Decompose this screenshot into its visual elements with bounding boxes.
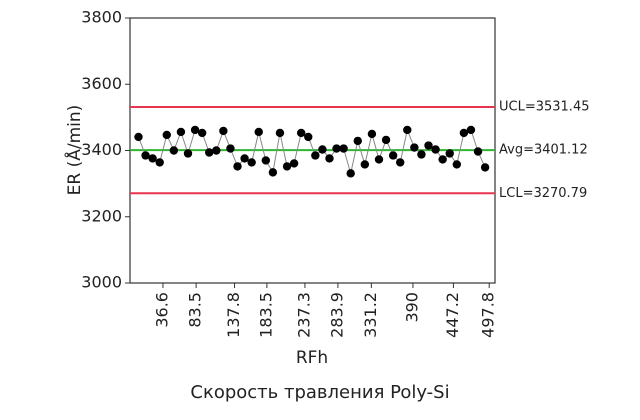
y-tick-label: 3800 bbox=[81, 8, 122, 27]
control-line-label: Avg=3401.12 bbox=[499, 143, 588, 158]
data-point bbox=[296, 128, 306, 138]
data-point bbox=[176, 127, 186, 137]
data-point bbox=[148, 154, 157, 163]
data-point bbox=[219, 126, 228, 136]
data-point bbox=[162, 130, 171, 140]
data-point bbox=[197, 128, 207, 138]
data-point bbox=[240, 154, 249, 163]
data-point bbox=[374, 155, 384, 164]
data-point bbox=[205, 148, 214, 157]
data-point bbox=[360, 160, 370, 169]
data-point bbox=[403, 125, 412, 135]
data-point bbox=[325, 154, 334, 163]
y-axis-label: ER (Å/min) bbox=[63, 105, 85, 196]
data-point bbox=[388, 151, 398, 160]
data-point bbox=[134, 132, 143, 142]
y-tick-label: 3400 bbox=[81, 140, 122, 159]
data-point bbox=[282, 162, 292, 171]
control-line-label: UCL=3531.45 bbox=[499, 99, 590, 114]
data-point bbox=[480, 163, 490, 172]
x-tick-label: 390 bbox=[402, 292, 421, 323]
data-point bbox=[410, 143, 419, 152]
data-point bbox=[445, 149, 454, 158]
data-point bbox=[169, 146, 179, 155]
data-point bbox=[339, 144, 348, 153]
data-point bbox=[431, 145, 440, 154]
y-tick-label: 3000 bbox=[81, 273, 122, 292]
data-point bbox=[353, 136, 362, 146]
data-point bbox=[367, 129, 377, 139]
x-tick-label: 137.8 bbox=[224, 292, 243, 338]
data-point bbox=[311, 151, 320, 160]
x-tick-label: 447.2 bbox=[443, 292, 462, 338]
data-point bbox=[304, 132, 313, 142]
control-line-label: LCL=3270.79 bbox=[499, 186, 587, 201]
data-point bbox=[247, 158, 256, 167]
data-point bbox=[318, 145, 327, 154]
x-tick-label: 497.8 bbox=[479, 292, 498, 338]
data-point bbox=[254, 127, 263, 137]
data-point bbox=[473, 147, 483, 156]
data-point bbox=[438, 155, 447, 164]
data-point bbox=[226, 144, 235, 153]
data-point bbox=[190, 125, 200, 135]
x-tick-label: 283.9 bbox=[327, 292, 346, 338]
data-point bbox=[268, 168, 278, 177]
y-tick-label: 3600 bbox=[81, 74, 122, 93]
data-point bbox=[155, 158, 164, 167]
data-point bbox=[275, 128, 285, 138]
data-point bbox=[346, 169, 355, 178]
x-tick-label: 36.6 bbox=[152, 292, 171, 328]
data-point bbox=[332, 144, 341, 153]
data-point bbox=[417, 150, 426, 159]
data-point bbox=[233, 162, 242, 171]
data-point bbox=[452, 160, 462, 169]
data-point bbox=[183, 149, 193, 158]
data-point bbox=[381, 135, 391, 145]
y-tick-label: 3200 bbox=[81, 206, 122, 225]
x-tick-label: 83.5 bbox=[186, 292, 205, 328]
data-point bbox=[212, 146, 221, 155]
x-tick-label: 237.3 bbox=[294, 292, 313, 338]
data-point bbox=[261, 156, 271, 165]
data-point bbox=[459, 128, 469, 138]
data-point bbox=[289, 159, 299, 168]
data-point bbox=[466, 125, 476, 135]
caption: Скорость травления Poly-Si bbox=[190, 382, 449, 403]
x-tick-label: 183.5 bbox=[256, 292, 275, 338]
x-axis-label: RFh bbox=[296, 348, 328, 368]
data-point bbox=[396, 158, 405, 167]
x-tick-label: 331.2 bbox=[361, 292, 380, 338]
data-point bbox=[141, 151, 150, 160]
data-point bbox=[424, 141, 433, 150]
